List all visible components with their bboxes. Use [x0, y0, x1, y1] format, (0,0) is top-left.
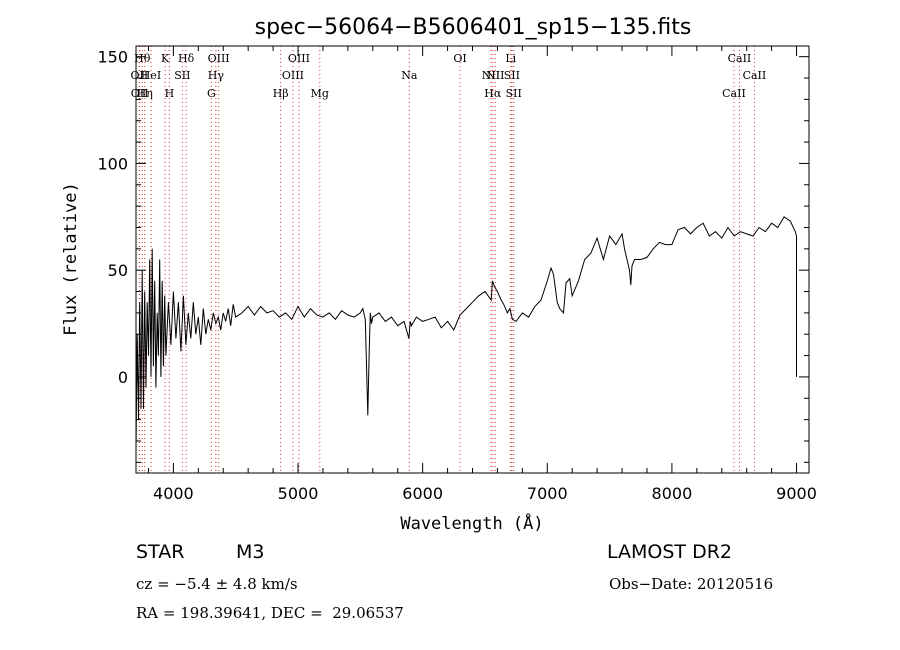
- survey-name: LAMOST DR2: [607, 541, 732, 563]
- x-tick-label: 9000: [776, 484, 817, 503]
- spectral-line-label: OIII: [208, 52, 230, 65]
- chart-title: spec−56064−B5606401_sp15−135.fits: [255, 15, 692, 40]
- spectral-line-label: CaII: [722, 87, 746, 100]
- y-tick-label: 0: [118, 368, 128, 387]
- spectral-line-label: Hα: [484, 87, 502, 100]
- x-tick-label: 6000: [402, 484, 443, 503]
- x-tick-label: 4000: [153, 484, 194, 503]
- spectral-line-label: OI: [453, 52, 466, 65]
- spectral-line-label: Li: [505, 52, 516, 65]
- spectrum-series-line: [135, 216, 797, 452]
- obs-date-text: Obs−Date: 20120516: [609, 575, 774, 593]
- spectral-line-label: OII: [131, 87, 149, 100]
- spectral-line-label: Mg: [311, 87, 329, 100]
- spectral-line-label: CaII: [728, 52, 752, 65]
- spectral-line-label: H: [165, 87, 175, 100]
- redshift-text: cz = −5.4 ± 4.8 km/s: [136, 575, 298, 593]
- spectral-line-label: SII: [174, 69, 190, 82]
- x-tick-label: 7000: [527, 484, 568, 503]
- object-subclass: M3: [236, 541, 265, 563]
- y-tick-label: 50: [108, 261, 128, 280]
- spectral-line-label: G: [207, 87, 216, 100]
- y-axis-label: Flux (relative): [61, 182, 81, 336]
- y-tick-label: 150: [97, 48, 128, 67]
- spectral-line-label: OIII: [282, 69, 304, 82]
- spectral-line-label: Na: [401, 69, 418, 82]
- spectral-line-label: K: [161, 52, 170, 65]
- spectral-line-label: OII: [131, 69, 149, 82]
- spectral-line-label: CaII: [743, 69, 767, 82]
- spectral-line-label: SII: [504, 69, 520, 82]
- spectral-line-label: Hδ: [178, 52, 195, 65]
- x-tick-label: 8000: [652, 484, 693, 503]
- coordinates-text: RA = 198.39641, DEC = 29.06537: [136, 604, 404, 622]
- spectral-line-label: HeI: [141, 69, 161, 82]
- spectral-line-label: Hη: [137, 87, 153, 100]
- spectral-line-label: SII: [506, 87, 522, 100]
- spectral-line-label: NII: [486, 69, 504, 82]
- plot-frame: [135, 45, 810, 474]
- spectral-line-label: OIII: [288, 52, 310, 65]
- spectral-line-markers: [138, 46, 755, 473]
- spectral-line-label: NII: [482, 69, 500, 82]
- spectral-line-label: Hθ: [134, 52, 151, 65]
- spectral-line-label: Hβ: [273, 87, 289, 100]
- axis-ticks: 4000 5000 6000 7000 8000 9000 0 50 100 150: [97, 46, 817, 503]
- spectral-line-label: Hγ: [208, 69, 225, 82]
- x-tick-label: 5000: [278, 484, 319, 503]
- x-axis-label: Wavelength (Å): [400, 512, 543, 534]
- object-class: STAR: [136, 541, 185, 563]
- y-tick-label: 100: [97, 154, 128, 173]
